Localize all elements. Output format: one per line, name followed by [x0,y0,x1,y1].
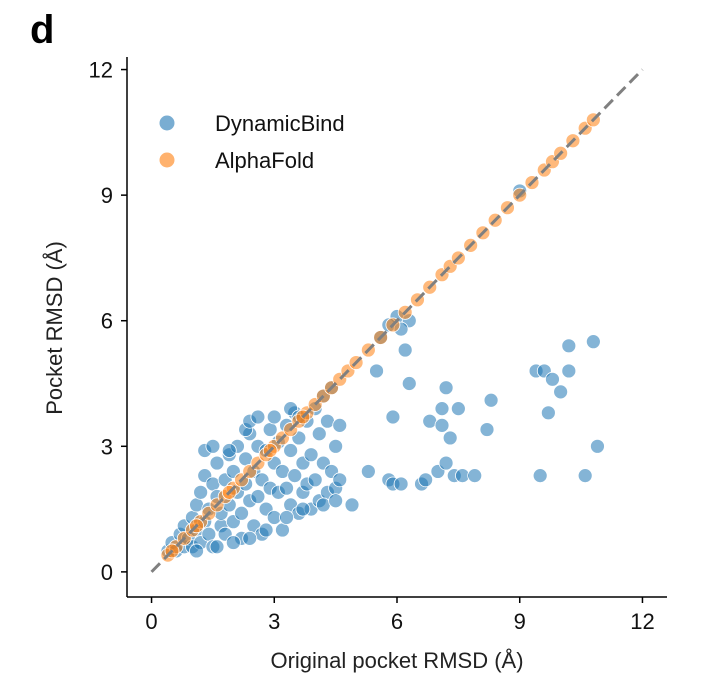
point-dynamicbind [385,409,401,425]
point-dynamicbind [320,413,335,429]
point-dynamicbind [275,522,290,538]
y-tick-label: 9 [101,183,113,208]
point-dynamicbind [561,338,577,354]
point-dynamicbind [532,468,548,484]
point-dynamicbind [193,484,209,500]
point-dynamicbind [577,468,593,484]
panel-label: d [30,8,55,52]
point-dynamicbind [283,443,299,458]
point-dynamicbind [332,472,348,488]
point-dynamicbind [250,489,266,504]
point-dynamicbind [315,497,331,513]
legend-label-dynamicbind: DynamicBind [215,111,345,136]
point-dynamicbind [262,422,278,437]
point-dynamicbind [303,447,319,463]
point-dynamicbind [238,451,254,467]
point-dynamicbind [205,438,221,454]
point-dynamicbind [393,476,409,492]
y-tick-label: 3 [101,434,113,459]
point-dynamicbind [422,413,438,429]
x-tick-label: 12 [630,609,654,634]
reference-line-layer [150,68,644,573]
point-dynamicbind [418,472,434,488]
y-axis-title: Pocket RMSD (Å) [42,241,67,415]
point-dynamicbind [397,342,413,358]
ticks: 0 3 6 9 12 0 3 6 9 12 [89,58,655,634]
point-dynamicbind [287,468,303,484]
point-dynamicbind [483,392,499,408]
x-tick-label: 9 [514,609,526,634]
x-tick-label: 0 [145,609,157,634]
point-dynamicbind [434,417,450,433]
point-dynamicbind [258,522,274,538]
point-dynamicbind [295,501,311,517]
legend-label-alphafold: AlphaFold [215,148,314,173]
point-dynamicbind [360,464,376,479]
identity-reference-line [150,68,644,573]
point-dynamicbind [250,409,266,425]
point-dynamicbind [553,384,569,400]
point-dynamicbind [328,438,344,454]
point-dynamicbind [479,422,495,437]
point-dynamicbind [434,401,450,417]
point-dynamicbind [234,505,249,521]
point-dynamicbind [438,455,454,471]
point-dynamicbind [311,426,327,442]
point-dynamicbind [279,510,294,525]
point-dynamicbind [332,417,348,433]
point-dynamicbind [189,497,204,513]
point-dynamicbind [585,334,601,350]
point-dynamicbind [221,443,237,458]
point-dynamicbind [561,363,577,379]
point-dynamicbind [225,535,241,550]
legend: DynamicBind AlphaFold [158,111,345,173]
point-dynamicbind [467,468,483,484]
point-dynamicbind [442,430,458,446]
point-dynamicbind [450,401,466,417]
point-dynamicbind [189,543,204,559]
point-dynamicbind [545,371,560,387]
legend-marker-alphafold [158,151,176,169]
point-dynamicbind [344,497,360,513]
point-dynamicbind [275,464,290,479]
point-dynamicbind [242,530,258,546]
point-dynamicbind [209,539,225,555]
point-dynamicbind [279,480,294,496]
point-dynamicbind [209,455,225,471]
y-tick-label: 6 [101,309,113,334]
x-tick-label: 3 [268,609,280,634]
point-dynamicbind [205,476,221,492]
point-dynamicbind [438,380,454,396]
point-dynamicbind [401,376,417,391]
point-dynamicbind [590,438,605,454]
x-tick-label: 6 [391,609,403,634]
point-dynamicbind [328,493,344,509]
point-dynamicbind [266,409,282,425]
point-dynamicbind [369,363,384,379]
y-tick-label: 0 [101,560,113,585]
point-dynamicbind [307,472,323,488]
point-dynamicbind [540,405,556,421]
x-axis-title: Original pocket RMSD (Å) [270,648,523,673]
point-dynamicbind [201,526,217,542]
y-tick-label: 12 [89,58,113,83]
legend-marker-dynamicbind [158,114,176,132]
